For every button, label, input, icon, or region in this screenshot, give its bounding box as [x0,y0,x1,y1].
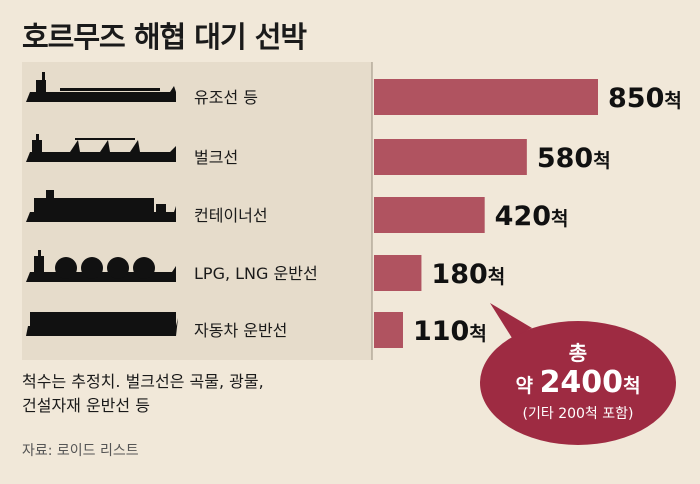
category-label: LPG, LNG 운반선 [194,264,318,283]
total-value: 2400 [539,365,624,400]
total-bubble-tail [490,303,532,338]
bulk-carrier-icon [26,134,176,162]
category-label: 자동차 운반선 [194,321,287,340]
total-unit: 척 [623,375,641,397]
footnote-line-2: 건설자재 운반선 등 [22,396,150,415]
car-carrier-icon [26,310,178,336]
total-line1: 총 [568,341,588,365]
total-line3: (기타 200척 포함) [522,406,634,422]
total-prefix: 약 [515,375,540,397]
bar [374,139,527,175]
total-callout: 총 약 2400척 (기타 200척 포함) [488,340,668,425]
value-label: 110척 [413,316,487,347]
bar [374,312,403,348]
footnote: 척수는 추정치. 벌크선은 곡물, 광물, 건설자재 운반선 등 [22,370,264,418]
value-label: 420척 [495,201,569,232]
lpg-lng-carrier-icon [26,250,176,282]
category-label: 유조선 등 [194,88,258,107]
category-label: 벌크선 [194,148,238,167]
source: 자료: 로이드 리스트 [22,443,139,459]
oil-tanker-icon [26,72,176,102]
category-label: 컨테이너선 [194,206,268,225]
total-line2: 약 2400척 [488,366,668,403]
bar [374,197,485,233]
chart-title: 호르무즈 해협 대기 선박 [22,20,307,54]
value-label: 850척 [608,83,682,114]
value-label: 580척 [537,143,611,174]
footnote-line-1: 척수는 추정치. 벌크선은 곡물, 광물, [22,372,264,391]
total-bubble [480,321,676,445]
bar [374,79,598,115]
value-label: 180척 [431,259,505,290]
container-ship-icon [26,190,176,222]
bar [374,255,422,291]
